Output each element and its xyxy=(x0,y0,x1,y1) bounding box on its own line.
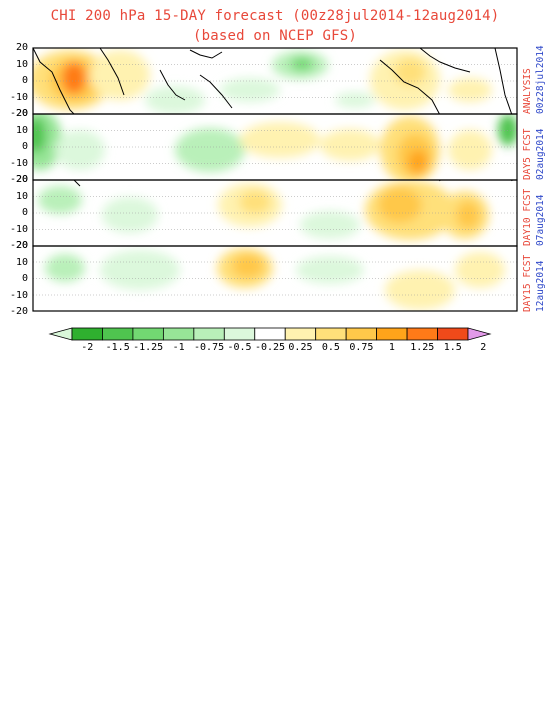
coastline-segment xyxy=(159,69,186,101)
figure-title: CHI 200 hPa 15-DAY forecast (00z28jul201… xyxy=(50,8,500,24)
panel-frames xyxy=(32,47,518,312)
panel-label-date: 02aug2014 xyxy=(535,128,546,180)
y-tick-label: -10 xyxy=(9,157,28,169)
y-tick-label: 20 xyxy=(15,240,28,251)
colorbar-tick-label: -0.75 xyxy=(194,342,225,353)
panel-label-date: 12aug2014 xyxy=(535,260,546,312)
y-tick-label: 20 xyxy=(15,174,28,185)
y-tick-label: 0 xyxy=(21,75,28,86)
colorbar-low-arrow xyxy=(48,327,73,341)
panel-day10 xyxy=(33,180,517,246)
y-tick-label: -20 xyxy=(9,306,28,317)
panel-label-main: ANALYSIS xyxy=(522,68,533,114)
colorbar-swatch xyxy=(284,327,317,341)
colorbar-swatch xyxy=(254,327,286,341)
y-tick-label: 10 xyxy=(15,124,28,136)
y-tick-label: 0 xyxy=(21,141,28,152)
colorbar-tick-label: 1 xyxy=(388,342,395,353)
panel-label-date: 00z28jul2014 xyxy=(535,45,546,114)
coastlines xyxy=(33,48,513,187)
colorbar-tick-label: 2 xyxy=(480,342,487,353)
y-tick-label: 20 xyxy=(15,108,28,119)
colorbar-tick-label: 0.25 xyxy=(288,342,313,353)
colorbar-tick-label: -2 xyxy=(81,342,94,353)
colorbar-tick-label: 1.5 xyxy=(443,342,462,353)
y-tick-label: -10 xyxy=(9,223,28,235)
colorbar-tick-label: 0.75 xyxy=(349,342,374,353)
colorbar-swatch xyxy=(406,327,438,341)
figure-subtitle: (based on NCEP GFS) xyxy=(193,28,357,44)
colorbar xyxy=(48,327,492,341)
colorbar-tick-label: -1.25 xyxy=(133,342,164,353)
colorbar-tick-label: 1.25 xyxy=(410,342,435,353)
y-tick-label: 10 xyxy=(15,256,28,268)
coastline-segment xyxy=(379,59,441,114)
coastline-segment xyxy=(419,48,471,73)
colorbar-swatch xyxy=(223,327,256,341)
colorbar-tick-label: -0.5 xyxy=(227,342,252,353)
panel-label-main: DAY10 FCST xyxy=(522,188,533,246)
colorbar-tick-label: 0.5 xyxy=(321,342,340,353)
colorbar-tick-label: -1.5 xyxy=(105,342,130,353)
panel-day15 xyxy=(33,246,517,311)
panel-analysis xyxy=(33,48,517,114)
colorbar-swatch xyxy=(193,327,225,341)
y-tick-label: 10 xyxy=(15,190,28,202)
colorbar-swatch xyxy=(102,327,134,341)
colorbar-tick-label: -1 xyxy=(172,342,185,353)
panel-day5 xyxy=(33,114,517,180)
y-tick-label: -20 xyxy=(9,174,28,185)
y-tick-label: -10 xyxy=(9,289,28,301)
panel-label-main: DAY15 FCST xyxy=(522,254,533,312)
colorbar-swatch xyxy=(376,327,408,341)
y-tick-label: -10 xyxy=(9,91,28,103)
panel-label-date: 07aug2014 xyxy=(535,194,546,246)
coastline-segment xyxy=(494,48,513,114)
y-tick-label: -20 xyxy=(9,240,28,251)
y-tick-label: 10 xyxy=(15,58,28,70)
colorbar-swatch xyxy=(71,327,103,341)
y-tick-label: 0 xyxy=(21,273,28,284)
coastline-segment xyxy=(99,48,125,96)
coastline-segment xyxy=(33,48,75,114)
colorbar-high-arrow xyxy=(467,327,492,341)
y-tick-label: 20 xyxy=(15,42,28,53)
y-tick-label: 0 xyxy=(21,207,28,218)
coastline-segment xyxy=(189,49,223,59)
colorbar-swatch xyxy=(132,327,164,341)
panel-label-main: DAY5 FCST xyxy=(522,128,533,180)
colorbar-swatch xyxy=(162,327,195,341)
colorbar-swatch xyxy=(315,327,347,341)
colorbar-swatch xyxy=(437,327,469,341)
colorbar-swatch xyxy=(345,327,378,341)
colorbar-tick-label: -0.25 xyxy=(254,342,286,353)
coastline-segment xyxy=(199,74,233,109)
y-tick-label: -20 xyxy=(9,108,28,119)
